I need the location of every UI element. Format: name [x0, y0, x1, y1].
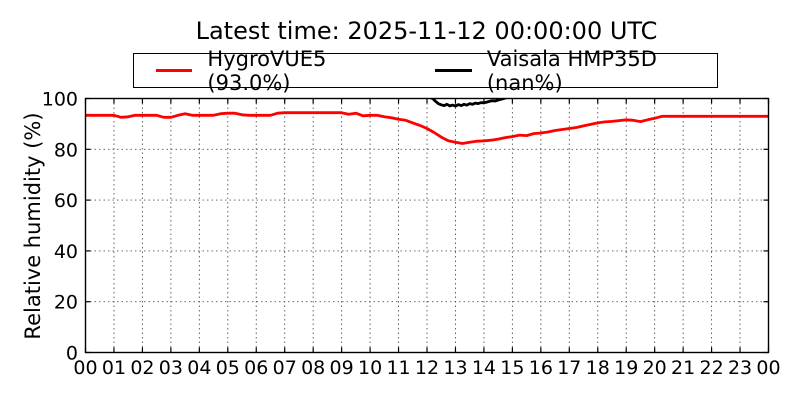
x-tick-label: 16 [529, 357, 553, 379]
legend-entry-vaisala: Vaisala HMP35D (nan%) [435, 47, 717, 95]
chart-title: Latest time: 2025-11-12 00:00:00 UTC [195, 17, 658, 45]
x-tick-label: 13 [443, 357, 467, 379]
x-tick-label: 01 [102, 357, 126, 379]
x-tick-label: 04 [187, 357, 211, 379]
y-tick-label: 0 [66, 343, 78, 365]
vaisala-line-swatch [435, 69, 472, 72]
x-tick-label: 09 [330, 357, 354, 379]
x-tick-label: 07 [273, 357, 297, 379]
x-tick-label: 14 [472, 357, 496, 379]
x-tick-label: 21 [671, 357, 695, 379]
legend-label-hygrovue5: HygroVUE5 (93.0%) [207, 46, 327, 95]
x-tick-label: 19 [614, 357, 638, 379]
x-tick-label: 11 [386, 357, 410, 379]
y-tick-label: 60 [54, 190, 78, 212]
x-tick-label: 08 [301, 357, 325, 379]
x-tick-label: 18 [586, 357, 610, 379]
legend-label-vaisala: Vaisala HMP35D (nan%) [486, 46, 657, 95]
legend: HygroVUE5 (93.0%) Vaisala HMP35D (nan%) [133, 47, 718, 95]
hygrovue5-line-swatch [156, 69, 193, 72]
x-tick-label: 23 [728, 357, 752, 379]
x-tick-label: 02 [130, 357, 154, 379]
y-tick-label: 20 [54, 292, 78, 314]
y-tick-label: 80 [54, 139, 78, 161]
x-tick-label: 03 [159, 357, 183, 379]
vaisala-line [428, 98, 509, 108]
x-tick-label: 17 [557, 357, 581, 379]
x-tick-label: 12 [415, 357, 439, 379]
axes-frame [84, 97, 770, 354]
x-tick-label: 20 [643, 357, 667, 379]
x-tick-label: 05 [216, 357, 240, 379]
x-tick-label: 10 [358, 357, 382, 379]
hygrovue5-line [85, 111, 769, 145]
x-tick-label: 22 [699, 357, 723, 379]
y-tick-label: 40 [54, 241, 78, 263]
x-tick-label: 15 [500, 357, 524, 379]
x-tick-label: 00 [73, 357, 97, 379]
y-tick-label: 100 [42, 89, 78, 111]
x-tick-label: 00 [756, 357, 780, 379]
x-tick-label: 06 [244, 357, 268, 379]
legend-entry-hygrovue5: HygroVUE5 (93.0%) [156, 47, 397, 95]
